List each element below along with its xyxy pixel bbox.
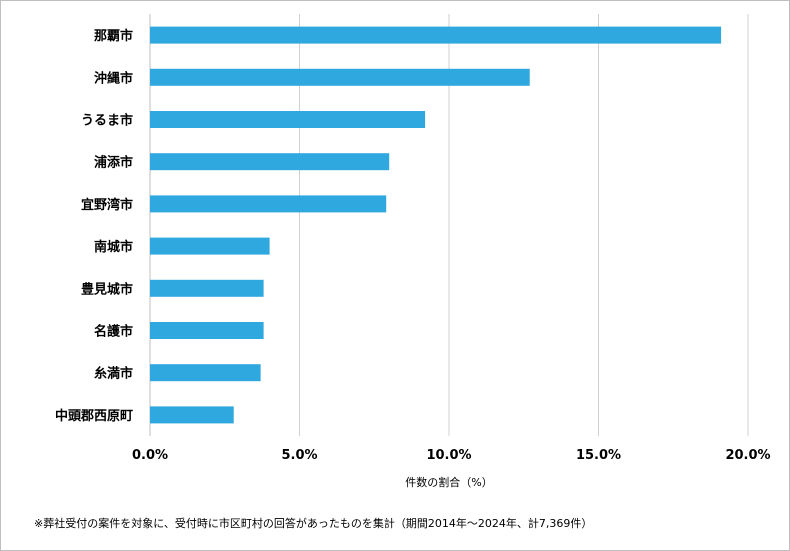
footnote: ※葬社受付の案件を対象に、受付時に市区町村の回答があったものを集計（期間2014… (34, 517, 593, 530)
bar (150, 237, 270, 255)
bar (150, 26, 722, 44)
bar (150, 111, 426, 128)
x-tick-label: 0.0% (132, 448, 168, 463)
x-tick-label: 20.0% (725, 448, 770, 463)
category-label: 宜野湾市 (81, 197, 133, 213)
bar (150, 364, 261, 382)
category-label: 那覇市 (94, 28, 133, 44)
category-label: 浦添市 (94, 155, 133, 171)
category-label: 南城市 (94, 239, 133, 255)
x-tick-label: 5.0% (281, 448, 317, 463)
category-label: 中頭郡西原町 (55, 408, 133, 424)
bars (150, 26, 722, 424)
x-tick-label: 15.0% (576, 448, 621, 463)
category-label: 名護市 (94, 324, 133, 340)
bar (150, 153, 390, 171)
bar (150, 279, 264, 297)
category-label: 沖縄市 (94, 70, 133, 86)
bar (150, 406, 234, 424)
category-label: うるま市 (81, 113, 133, 129)
category-label: 豊見城市 (81, 281, 133, 297)
x-tick-labels: 0.0% 5.0% 10.0% 15.0% 20.0% (132, 448, 771, 463)
bar (150, 195, 387, 213)
x-axis-title: 件数の割合（%） (405, 475, 492, 489)
category-label: 糸満市 (94, 366, 133, 382)
bar (150, 68, 530, 86)
bar (150, 322, 264, 339)
x-tick-label: 10.0% (426, 448, 471, 463)
